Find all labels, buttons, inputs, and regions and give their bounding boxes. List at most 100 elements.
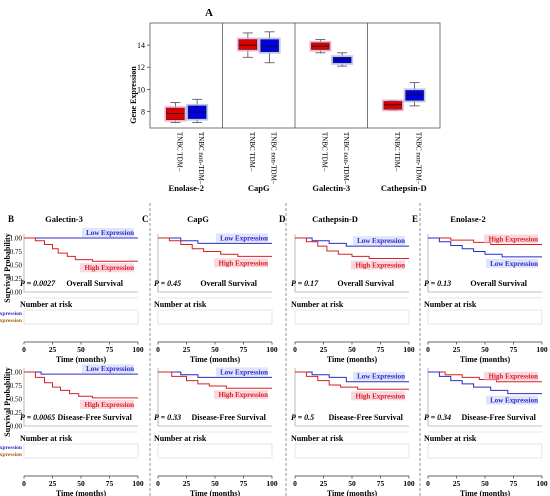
survival-title: Disease-Free Survival xyxy=(329,413,404,422)
km-ylabel: Survival Probability xyxy=(3,367,12,436)
box xyxy=(405,90,424,101)
risk-title: Number at risk xyxy=(424,434,477,443)
box xyxy=(332,57,352,64)
high-expression-curve xyxy=(158,237,272,257)
low-expression-curve xyxy=(295,237,409,247)
high-expression-label: High Expression xyxy=(85,264,135,272)
high-expression-label: High Expression xyxy=(489,235,539,243)
time-tick-label: 100 xyxy=(536,345,548,354)
risk-title: Number at risk xyxy=(291,434,344,443)
survival-title: Disease-Free Survival xyxy=(462,413,537,422)
time-tick-label: 75 xyxy=(240,345,248,354)
time-axis-label: Time (months) xyxy=(460,489,511,496)
time-tick-label: 0 xyxy=(22,345,26,354)
group-label: TNBC non-TDM– xyxy=(270,132,278,185)
p-value: P = 0.0027 xyxy=(20,279,56,288)
time-tick-label: 50 xyxy=(77,479,85,488)
survival-title: Overall Survival xyxy=(470,279,527,288)
survival-title: Overall Survival xyxy=(337,279,394,288)
time-tick-label: 0 xyxy=(293,345,297,354)
label-highlight xyxy=(484,371,538,381)
group-label: TNBC non-TDM– xyxy=(342,132,350,185)
risk-table xyxy=(427,309,543,325)
panel-letter: C xyxy=(142,214,149,224)
time-tick-label: 0 xyxy=(156,345,160,354)
time-tick-label: 25 xyxy=(453,479,461,488)
panel-gene-title: Cathepsin-D xyxy=(312,214,358,224)
gene-name: Enolase-2 xyxy=(169,183,204,193)
panel-gene-title: Enolase-2 xyxy=(450,214,485,224)
risk-table xyxy=(294,443,410,459)
risk-table xyxy=(23,309,139,325)
time-tick-label: 50 xyxy=(348,479,356,488)
time-tick-label: 75 xyxy=(106,479,114,488)
time-tick-label: 75 xyxy=(106,345,114,354)
time-axis-label: Time (months) xyxy=(460,355,511,364)
risk-title: Number at risk xyxy=(154,300,207,309)
label-highlight xyxy=(484,234,538,244)
risk-row-label: High Expression xyxy=(0,318,22,324)
time-tick-label: 0 xyxy=(426,479,430,488)
low-expression-label: Low Expression xyxy=(86,365,134,373)
label-highlight xyxy=(351,391,405,401)
time-tick-label: 100 xyxy=(132,479,144,488)
risk-row-label: High Expression xyxy=(0,452,22,458)
high-expression-label: High Expression xyxy=(356,392,406,400)
label-highlight xyxy=(353,371,405,381)
group-label: TNBC TDM– xyxy=(175,132,183,172)
panel-gene-title: Galectin-3 xyxy=(45,214,83,224)
low-expression-curve xyxy=(295,371,409,383)
risk-title: Number at risk xyxy=(424,300,477,309)
low-expression-curve xyxy=(428,237,542,258)
panel-letter: B xyxy=(8,214,14,224)
time-tick-label: 25 xyxy=(320,345,328,354)
label-highlight xyxy=(82,228,134,237)
risk-table xyxy=(23,443,139,459)
time-tick-label: 50 xyxy=(481,345,489,354)
survival-title: Disease-Free Survival xyxy=(58,413,133,422)
panel-letter: E xyxy=(412,214,418,224)
gene-name: Cathepsin-D xyxy=(381,183,427,193)
gene-name: Galectin-3 xyxy=(312,183,350,193)
km-y-tick: 0.00 xyxy=(10,423,23,431)
gene-name: CapG xyxy=(248,183,270,193)
label-highlight xyxy=(351,260,405,270)
time-tick-label: 50 xyxy=(211,479,219,488)
panel-letter: D xyxy=(279,214,286,224)
high-expression-curve xyxy=(24,371,138,399)
km-y-tick: 1.00 xyxy=(10,235,23,243)
label-highlight xyxy=(216,367,268,377)
time-tick-label: 25 xyxy=(183,345,191,354)
survival-title: Overall Survival xyxy=(200,279,257,288)
km-y-tick: 0.00 xyxy=(10,289,23,297)
label-highlight xyxy=(214,258,268,268)
high-expression-label: High Expression xyxy=(85,401,135,409)
risk-table xyxy=(427,443,543,459)
low-expression-label: Low Expression xyxy=(357,237,405,245)
km-y-tick: 0.75 xyxy=(10,248,23,256)
low-expression-label: Low Expression xyxy=(490,260,538,268)
time-tick-label: 25 xyxy=(183,479,191,488)
survival-title: Overall Survival xyxy=(66,279,123,288)
time-axis-label: Time (months) xyxy=(327,489,378,496)
p-value: P = 0.13 xyxy=(424,279,451,288)
p-value: P = 0.45 xyxy=(154,279,181,288)
group-label: TNBC TDM– xyxy=(248,132,256,172)
time-tick-label: 75 xyxy=(510,479,518,488)
survival-title: Disease-Free Survival xyxy=(192,413,267,422)
high-expression-curve xyxy=(24,237,138,262)
box xyxy=(238,39,258,50)
time-axis-label: Time (months) xyxy=(56,355,107,364)
risk-row-label: Low Expression xyxy=(0,311,22,317)
time-tick-label: 25 xyxy=(453,345,461,354)
time-axis-label: Time (months) xyxy=(190,355,241,364)
label-highlight xyxy=(486,258,538,268)
label-highlight xyxy=(82,364,134,374)
time-tick-label: 75 xyxy=(377,345,385,354)
risk-table xyxy=(157,443,273,459)
panel-gene-title: CapG xyxy=(187,214,209,224)
high-expression-curve xyxy=(428,237,542,245)
risk-title: Number at risk xyxy=(20,434,73,443)
